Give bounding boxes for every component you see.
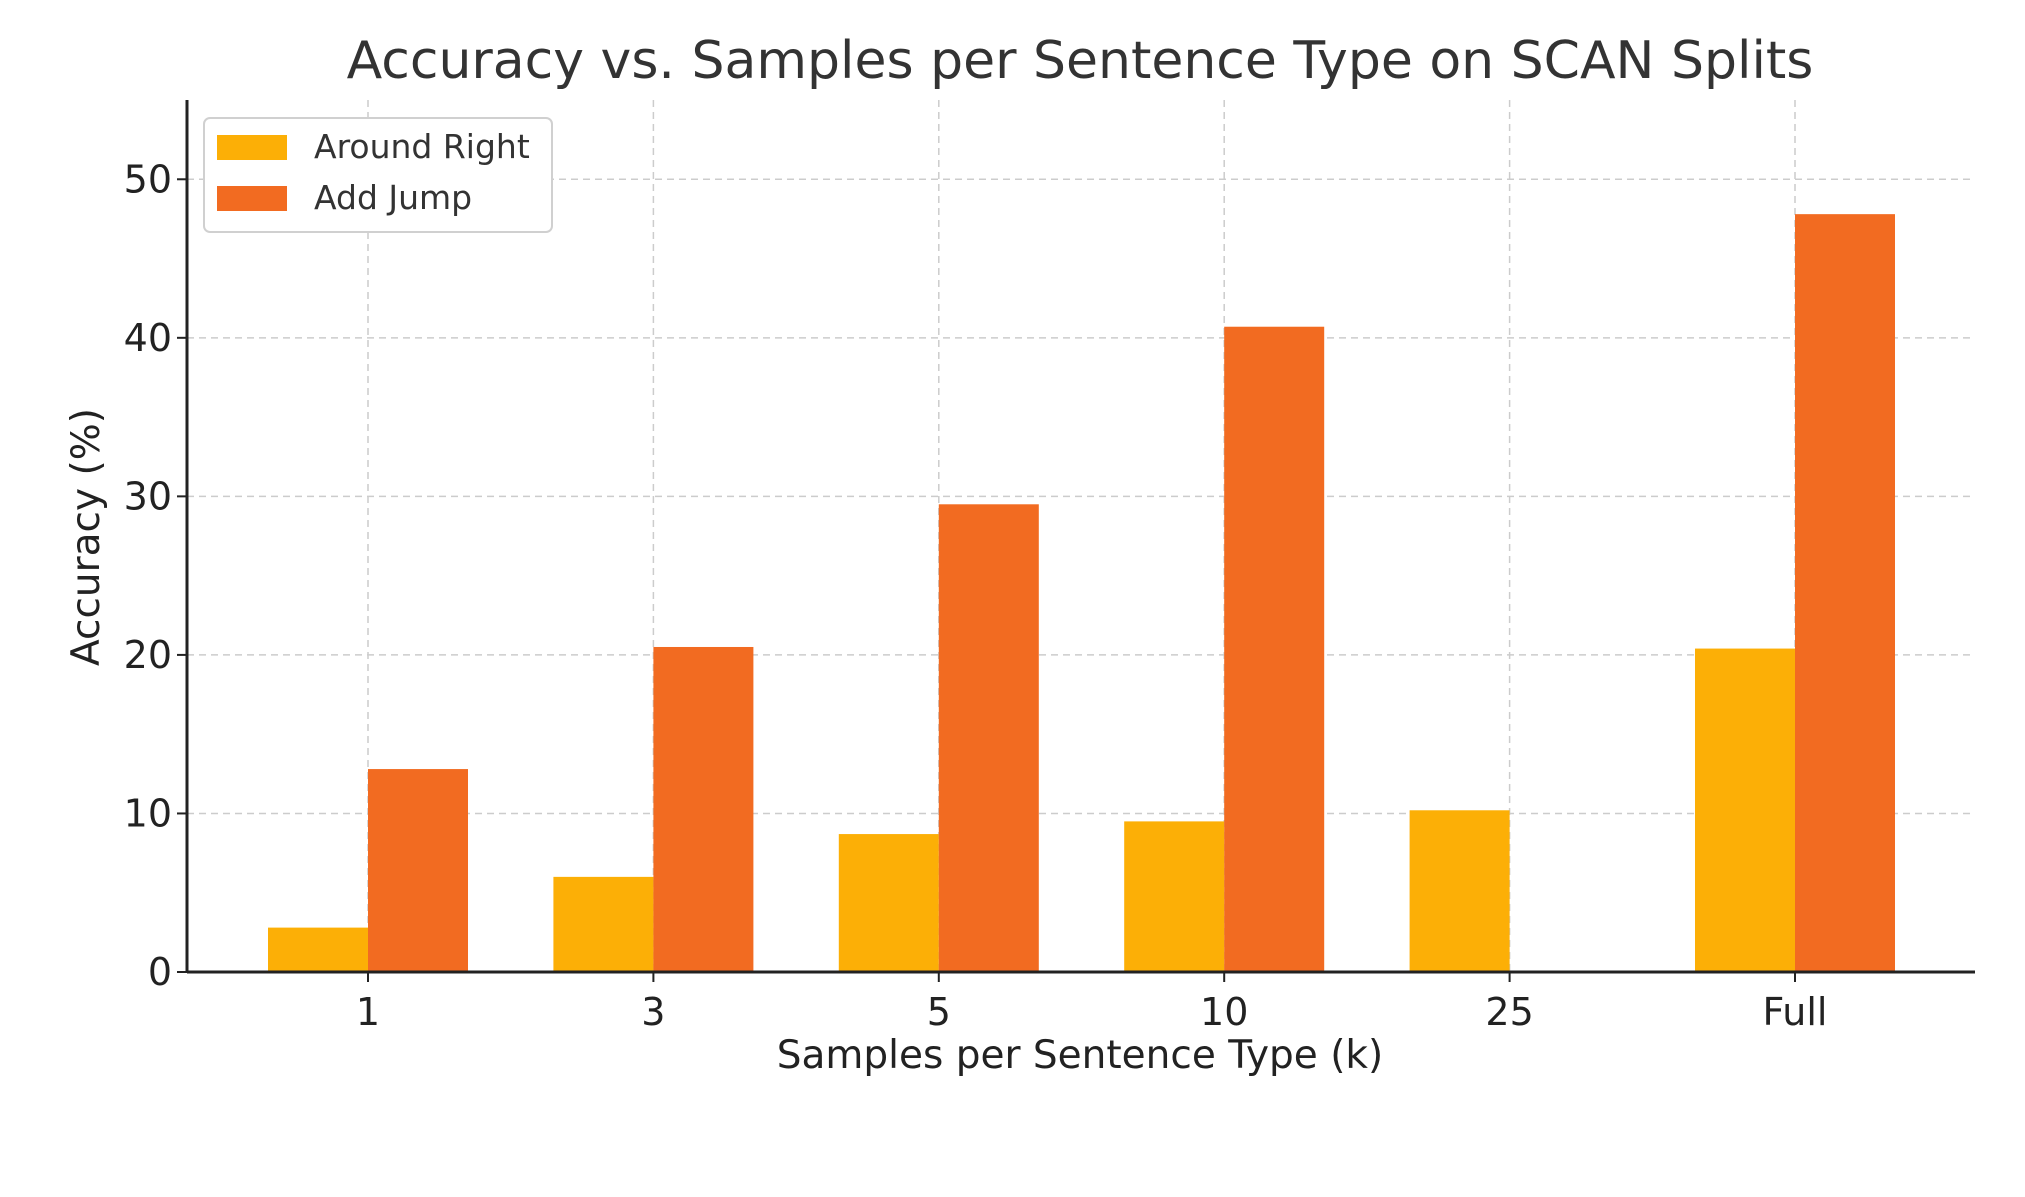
- y-tick-label: 10: [124, 791, 172, 835]
- x-tick-label: 1: [356, 990, 380, 1034]
- bar-add-jump: [1795, 214, 1895, 973]
- legend-box: [203, 117, 553, 233]
- bar-around-right: [1409, 810, 1510, 972]
- legend-swatch-add-jump: [217, 186, 287, 211]
- bar-add-jump: [368, 769, 468, 972]
- x-tick-label: Full: [1763, 990, 1828, 1034]
- bar-around-right: [1124, 821, 1225, 972]
- x-axis-label: Samples per Sentence Type (k): [777, 1033, 1383, 1078]
- bar-add-jump: [653, 646, 754, 972]
- bar-around-right: [1695, 648, 1795, 972]
- y-tick-label: 50: [124, 157, 172, 201]
- legend-label-add-jump: Add Jump: [314, 178, 472, 217]
- bar-around-right: [838, 834, 939, 972]
- chart-title: Accuracy vs. Samples per Sentence Type o…: [347, 31, 1814, 91]
- y-tick-label: 0: [148, 950, 172, 994]
- y-tick-label: 30: [124, 474, 172, 518]
- bar-add-jump: [1224, 326, 1325, 973]
- legend-swatch-around-right: [217, 135, 287, 160]
- axes-layer: [185, 100, 1975, 974]
- y-axis-label: Accuracy (%): [64, 408, 109, 666]
- bars-layer: [268, 214, 1895, 973]
- y-tick-label: 40: [124, 316, 172, 360]
- x-tick-label: 3: [641, 990, 665, 1034]
- x-tick-label: 5: [927, 990, 951, 1034]
- legend-label-around-right: Around Right: [314, 127, 530, 166]
- x-tick-label: 25: [1485, 990, 1533, 1034]
- x-tick-label: 10: [1200, 990, 1248, 1034]
- bar-add-jump: [938, 504, 1039, 972]
- y-tick-label: 20: [124, 633, 172, 677]
- bar-around-right: [268, 927, 368, 972]
- ticks-layer: 0 10 20 30 40 50 1 3 5 10 25 Full: [124, 157, 1828, 1034]
- bar-around-right: [553, 876, 654, 972]
- legend: Around Right Add Jump: [203, 117, 553, 233]
